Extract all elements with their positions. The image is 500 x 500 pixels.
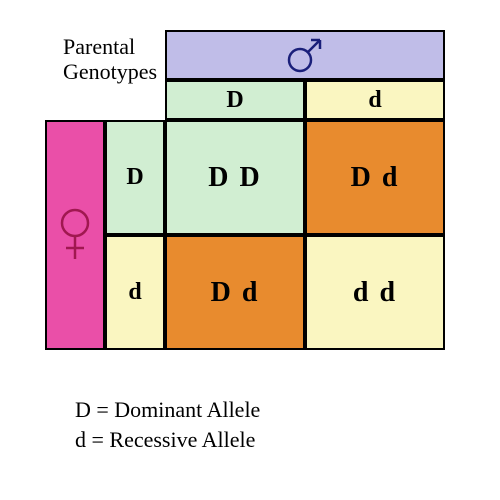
maternal-allele-1: d (105, 235, 165, 350)
blank-cell (45, 80, 105, 120)
title-line-2: Genotypes (63, 59, 157, 84)
paternal-allele-1: d (305, 80, 445, 120)
female-icon (58, 207, 92, 263)
offspring-0-1: D d (305, 120, 445, 235)
legend-recessive: d = Recessive Allele (75, 425, 260, 455)
title-line-1: Parental (63, 34, 135, 59)
offspring-1-0: D d (165, 235, 305, 350)
maternal-allele-0: D (105, 120, 165, 235)
parental-genotypes-title: Parental Genotypes (63, 34, 157, 85)
punnett-container: Parental Genotypes D d D (45, 30, 465, 350)
male-icon (285, 35, 325, 75)
offspring-1-1: d d (305, 235, 445, 350)
male-parent-header (165, 30, 445, 80)
legend-dominant: D = Dominant Allele (75, 395, 260, 425)
offspring-0-0: D D (165, 120, 305, 235)
female-parent-header (45, 120, 105, 350)
blank-cell (105, 80, 165, 120)
allele-legend: D = Dominant Allele d = Recessive Allele (75, 395, 260, 454)
paternal-allele-0: D (165, 80, 305, 120)
